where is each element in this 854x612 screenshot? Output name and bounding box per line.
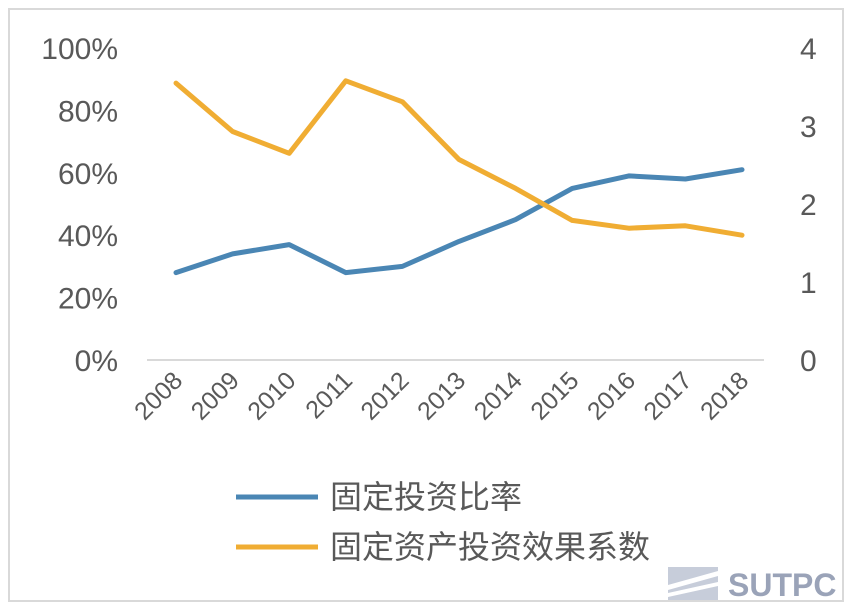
y-left-tick-label: 100% (41, 33, 118, 66)
legend-label-effect: 固定资产投资效果系数 (330, 528, 650, 566)
x-tick-label: 2014 (469, 366, 528, 425)
x-tick-label: 2013 (412, 366, 471, 425)
x-tick-label: 2017 (639, 366, 698, 425)
x-tick-label: 2010 (242, 366, 301, 425)
y-right-tick-label: 4 (800, 33, 817, 66)
y-right-tick-label: 3 (800, 111, 817, 144)
x-tick-label: 2018 (695, 366, 754, 425)
x-tick-label: 2011 (300, 366, 358, 424)
series-line-0 (173, 167, 745, 276)
y-left-tick-label: 60% (58, 158, 118, 191)
x-tick-label: 2009 (186, 366, 245, 425)
legend-label-ratio: 固定投资比率 (330, 478, 522, 516)
x-axis-ticks: 2008200920102011201220132014201520162017… (129, 366, 754, 425)
series-lines (173, 78, 745, 276)
x-tick-label: 2012 (356, 366, 415, 425)
x-tick-label: 2016 (582, 366, 641, 425)
y-left-tick-label: 80% (58, 95, 118, 128)
y-right-tick-label: 0 (800, 345, 817, 378)
right-axis-ticks: 4 3 2 1 0 (800, 33, 817, 378)
chart-frame (8, 8, 844, 602)
series-line-1 (173, 78, 745, 238)
y-left-tick-label: 40% (58, 220, 118, 253)
x-tick-label: 2008 (129, 366, 188, 425)
y-right-tick-label: 1 (800, 267, 817, 300)
watermark: SUTPC (668, 567, 836, 603)
watermark-text: SUTPC (728, 567, 836, 603)
y-left-tick-label: 20% (58, 283, 118, 316)
left-axis-ticks: 100% 80% 60% 40% 20% 0% (41, 33, 118, 378)
sutpc-logo-icon (668, 567, 718, 600)
x-tick-label: 2015 (525, 366, 584, 425)
legend: 固定投资比率 固定资产投资效果系数 (236, 478, 650, 566)
y-left-tick-label: 0% (75, 345, 118, 378)
y-right-tick-label: 2 (800, 189, 817, 222)
